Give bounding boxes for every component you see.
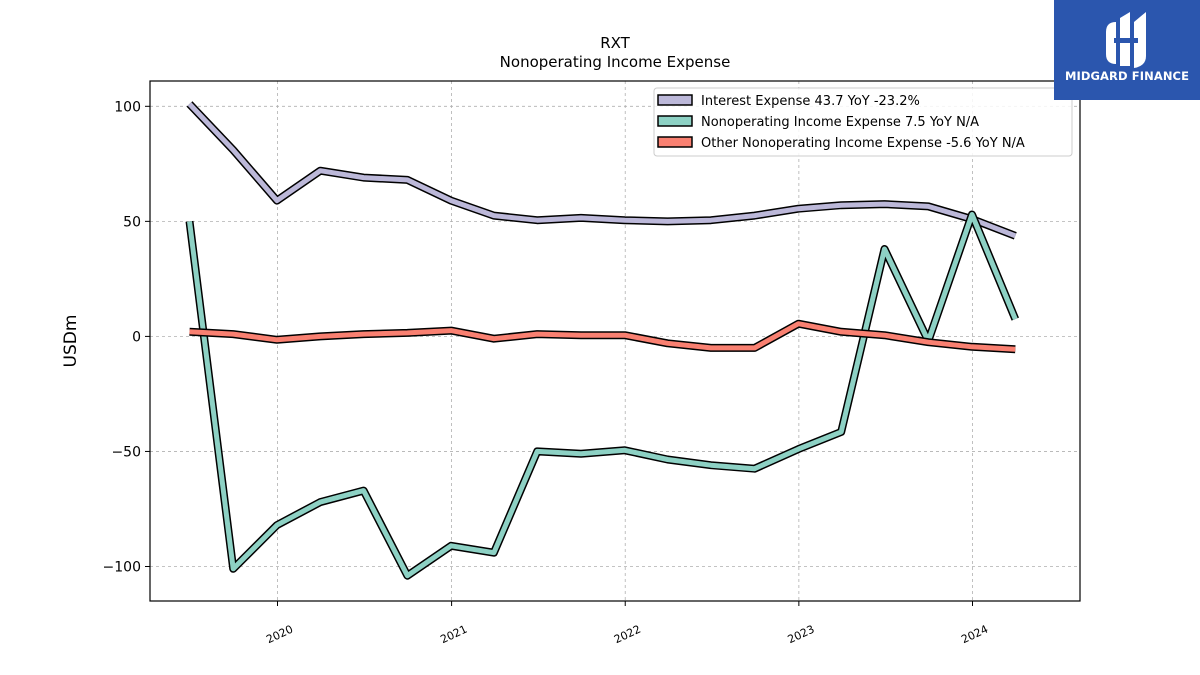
- legend-box: [653, 87, 1073, 157]
- x-axis-ticks: 2020 2021 2022 2023 2024: [264, 601, 990, 646]
- legend-swatch-0: [657, 94, 693, 106]
- legend-label-2: Other Nonoperating Income Expense -5.6 Y…: [701, 136, 1025, 151]
- x-tick-label: 2022: [612, 623, 643, 647]
- plot-frame: [149, 80, 1081, 602]
- y-axis-label: USDm: [61, 315, 81, 368]
- y-axis-ticks: 100 50 0 −50 −100: [103, 99, 150, 575]
- series-lines: [185, 101, 1019, 580]
- legend-swatch-2: [657, 136, 693, 148]
- brand-logo-mark: [1106, 12, 1146, 68]
- x-tick-label: 2020: [264, 623, 295, 647]
- x-tick-label: 2024: [959, 623, 990, 647]
- series-line-0: [187, 102, 1017, 239]
- y-tick-label: −100: [103, 559, 141, 575]
- legend-label-0: Interest Expense 43.7 YoY -23.2%: [701, 94, 920, 109]
- series-line-1: [187, 212, 1018, 579]
- y-tick-label: 0: [132, 329, 141, 345]
- x-tick-label: 2023: [786, 623, 817, 647]
- series-line-2: [189, 321, 1016, 352]
- chart-title: RXT: [600, 34, 630, 52]
- chart-subtitle: Nonoperating Income Expense: [500, 53, 731, 71]
- brand-logo-text: MIDGARD FINANCE: [1064, 69, 1190, 83]
- y-tick-label: 50: [123, 214, 141, 230]
- legend: Interest Expense 43.7 YoY -23.2% Nonopera…: [653, 87, 1073, 157]
- y-tick-label: 100: [114, 99, 141, 115]
- y-tick-label: −50: [111, 444, 141, 460]
- legend-swatch-1: [657, 115, 693, 127]
- legend-label-1: Nonoperating Income Expense 7.5 YoY N/A: [701, 115, 979, 130]
- brand-logo: MIDGARD FINANCE: [1054, 0, 1200, 100]
- x-tick-label: 2021: [438, 623, 469, 647]
